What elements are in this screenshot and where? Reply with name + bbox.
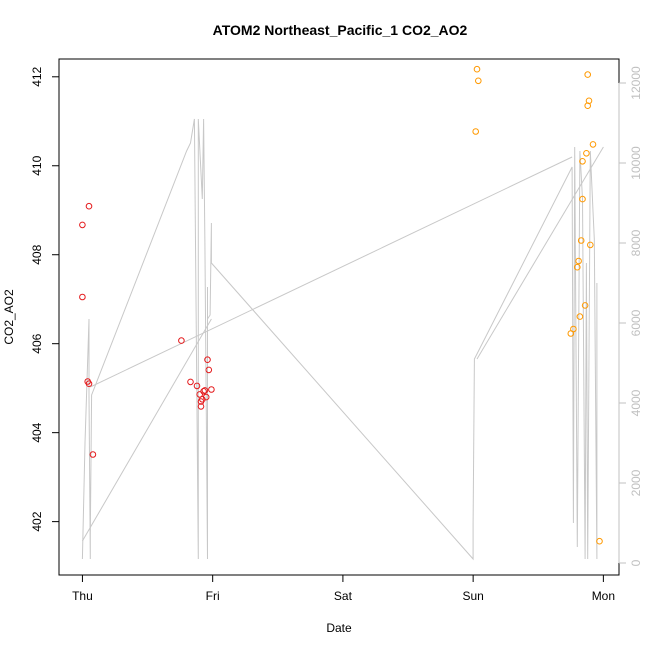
data-point-group2: [576, 313, 584, 320]
plot-frame: [58, 58, 620, 576]
data-point-group1: [202, 393, 210, 401]
y2-tick-label: 10000: [629, 146, 643, 180]
data-point-group2: [589, 141, 597, 148]
x-axis-label: Date: [326, 621, 352, 635]
data-point-group1: [204, 356, 211, 364]
y-tick-label: 402: [30, 511, 44, 531]
data-point-group2: [473, 65, 481, 73]
x-tick-label: Thu: [72, 589, 93, 603]
series-line-5: [81, 318, 212, 542]
data-point-group2: [585, 97, 593, 105]
series-line-6: [476, 146, 604, 360]
x-tick-label: Sat: [334, 589, 353, 603]
y2-tick-label: 6000: [629, 309, 643, 336]
data-point-group2: [584, 71, 592, 78]
data-point-group2: [577, 237, 585, 244]
line-layer: [81, 118, 604, 561]
chart-title: ATOM2 Northeast_Pacific_1 CO2_AO2: [213, 22, 468, 38]
x-tick-label: Sun: [462, 589, 483, 603]
data-point-group2: [596, 537, 603, 545]
data-point-group2: [575, 257, 582, 265]
y2-tick-label: 0: [629, 559, 643, 566]
y-axis-label: CO2_AO2: [2, 289, 16, 345]
data-point-group1: [79, 221, 86, 229]
y-axis-right: 0 2000 4000 6000 8000 10000 12000: [618, 66, 643, 566]
series-line-4: [90, 156, 573, 388]
data-point-group2: [581, 302, 589, 309]
x-axis: Thu Fri Sat Sun Mon: [72, 574, 615, 603]
y-tick-label: 404: [30, 422, 44, 442]
y-tick-label: 412: [30, 66, 44, 86]
data-point-group1: [201, 387, 209, 394]
data-point-group1: [85, 380, 93, 388]
data-point-group1: [79, 293, 86, 301]
y-tick-label: 408: [30, 244, 44, 264]
y-tick-label: 410: [30, 155, 44, 175]
data-point-group2: [579, 195, 586, 203]
y2-tick-label: 8000: [629, 229, 643, 256]
data-point-group2: [472, 128, 480, 135]
x-tick-label: Mon: [592, 589, 615, 603]
series-line-3: [81, 118, 598, 561]
y-axis-left: 402 404 406 408 410 412: [30, 66, 60, 532]
point-layer: [79, 65, 603, 545]
data-point-group2: [587, 241, 594, 249]
y2-tick-label: 2000: [629, 469, 643, 496]
data-point-group1: [193, 382, 201, 390]
data-point-group2: [570, 325, 577, 333]
data-point-group1: [197, 403, 205, 410]
data-point-group1: [85, 202, 93, 210]
data-point-group2: [574, 263, 581, 271]
y2-tick-label: 12000: [629, 66, 643, 100]
y-tick-label: 406: [30, 333, 44, 353]
data-point-group1: [208, 386, 215, 393]
data-point-group2: [475, 77, 482, 85]
y2-tick-label: 4000: [629, 389, 643, 416]
data-point-group1: [200, 388, 207, 395]
data-point-group2: [579, 158, 586, 165]
data-point-group1: [187, 378, 194, 386]
data-point-group1: [178, 337, 185, 344]
data-point-group1: [89, 451, 97, 458]
x-tick-label: Fri: [206, 589, 220, 603]
data-point-group1: [205, 366, 213, 374]
data-point-group2: [583, 150, 590, 157]
